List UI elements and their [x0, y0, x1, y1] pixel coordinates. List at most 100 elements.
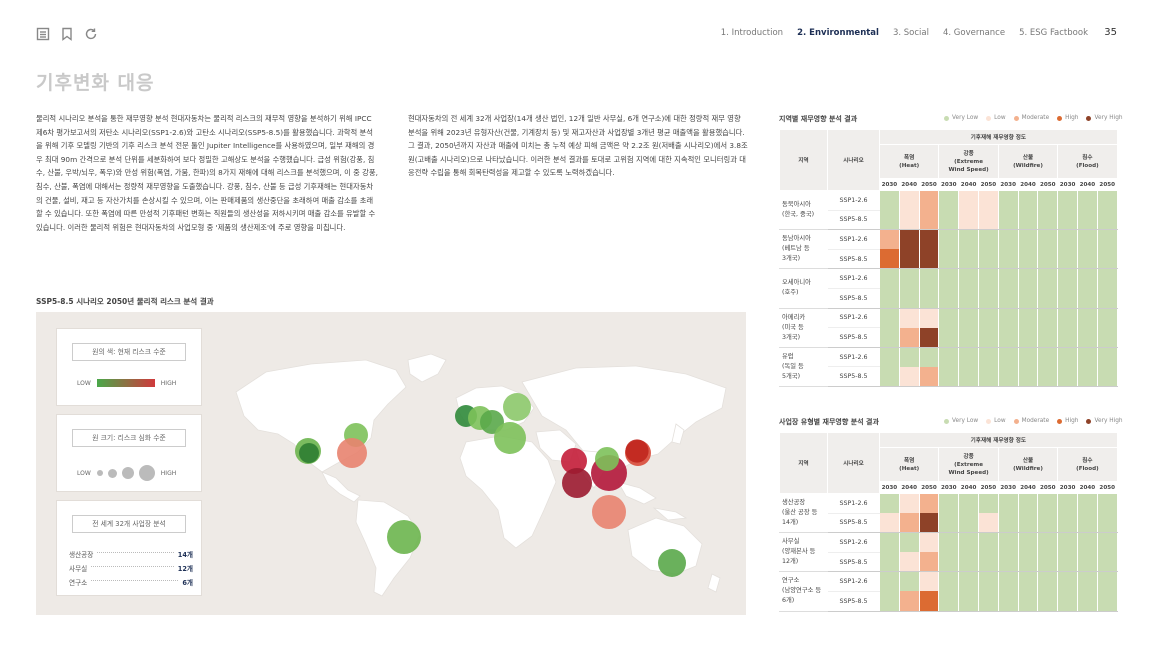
- risk-cell: [918, 268, 940, 289]
- risk-cell: [958, 571, 979, 592]
- leader-dots: [91, 565, 174, 567]
- hazard-header: 산불 (Wildfire): [997, 447, 1059, 482]
- risk-cell: [977, 268, 999, 289]
- region-risk-table: 지역 시나리오 기후재해 재무영향 정도 폭염 (Heat) 강풍 (Extreme W…: [779, 129, 1118, 387]
- risk-cell: [958, 493, 979, 514]
- scenario-cell: SSP5-8.5: [827, 210, 880, 231]
- risk-cell: [1057, 571, 1078, 592]
- risk-cell: [898, 513, 920, 534]
- nav-item-4[interactable]: 4. Governance: [942, 28, 1006, 38]
- year-header: 2030: [1057, 481, 1078, 494]
- table-row: 생산공장 (울산 공장 등 14개) SSP1-2.6: [779, 493, 1118, 534]
- risk-cell: [958, 327, 979, 348]
- risk-cell: [1076, 347, 1098, 367]
- risk-cell: [997, 327, 1019, 348]
- risk-cell: [879, 327, 900, 348]
- region-table-title: 지역별 재무영향 분석 결과: [779, 115, 858, 123]
- region-cell: 유럽 (독일 등 5개국): [779, 347, 828, 387]
- risk-cell: [977, 249, 999, 270]
- risk-cell: [879, 249, 900, 270]
- table-row: SSP5-8.5: [780, 327, 1118, 348]
- risk-bubble: [595, 447, 619, 471]
- risk-cell: [1037, 308, 1059, 328]
- risk-cell: [1037, 366, 1059, 387]
- legend-item: High: [1057, 418, 1078, 424]
- risk-cell: [958, 210, 979, 231]
- risk-cell: [938, 308, 960, 328]
- legend-label: High: [1065, 115, 1079, 121]
- leader-dots: [97, 551, 174, 553]
- scenario-cell: SSP1-2.6: [827, 229, 880, 250]
- region-cell: 동남아시아 (베트남 등 3개국): [779, 229, 828, 270]
- risk-cell: [958, 532, 979, 553]
- risk-cell: [977, 229, 999, 250]
- risk-cell: [1017, 571, 1039, 592]
- nav-item-3[interactable]: 3. Social: [892, 28, 929, 38]
- hazard-header: 산불 (Wildfire): [997, 144, 1059, 179]
- risk-cell: [977, 532, 999, 553]
- risk-cell: [938, 327, 960, 348]
- risk-legend-site: Very Low Low Moderate High Very High: [944, 418, 1123, 424]
- risk-cell: [1057, 327, 1078, 348]
- risk-cell: [938, 532, 960, 553]
- risk-cell: [898, 210, 920, 231]
- risk-cell: [1037, 327, 1059, 348]
- legend-swatch: [944, 115, 949, 121]
- nav-item-5[interactable]: 5. ESG Factbook: [1019, 28, 1088, 38]
- risk-cell: [958, 366, 979, 387]
- risk-bubble: [561, 448, 587, 474]
- region-cell: 연구소 (남양연구소 등 6개): [779, 571, 828, 612]
- scenario-cell: SSP5-8.5: [827, 552, 880, 573]
- risk-cell: [997, 268, 1019, 289]
- section-nav: 1. Introduction 2. Environmental 3. Social…: [721, 28, 1088, 38]
- risk-cell: [1017, 210, 1039, 231]
- legend-label: High: [1065, 418, 1079, 424]
- scenario-cell: SSP5-8.5: [827, 288, 880, 309]
- color-scale: LOW HIGH: [77, 379, 176, 387]
- legend-item: Very High: [1086, 115, 1123, 121]
- risk-bubble: [562, 468, 592, 498]
- risk-cell: [1076, 229, 1098, 250]
- table-row: 사무실 (양재본사 등 12개) SSP1-2.6: [779, 532, 1118, 573]
- risk-cell: [938, 347, 960, 367]
- contents-icon[interactable]: [36, 27, 50, 41]
- risk-cell: [1017, 190, 1039, 211]
- risk-cell: [1017, 288, 1039, 309]
- map-title: SSP5-8.5 시나리오 2050년 물리적 리스크 분석 결과: [36, 297, 214, 306]
- risk-cell: [997, 210, 1019, 231]
- risk-cell: [1096, 268, 1118, 289]
- risk-cell: [898, 552, 920, 573]
- legend-swatch: [944, 418, 949, 424]
- hazard-group-header: 기후재해 재무영향 정도: [879, 432, 1118, 448]
- risk-cell: [1057, 347, 1078, 367]
- risk-cell: [1096, 571, 1118, 592]
- risk-cell: [958, 288, 979, 309]
- size-dot-3: [121, 467, 134, 479]
- bookmark-icon[interactable]: [60, 27, 74, 41]
- risk-cell: [958, 190, 979, 211]
- risk-cell: [879, 308, 900, 328]
- risk-cell: [1057, 591, 1078, 612]
- risk-cell: [918, 327, 940, 348]
- risk-cell: [879, 571, 900, 592]
- risk-cell: [977, 210, 999, 231]
- nav-item-2[interactable]: 2. Environmental: [797, 28, 879, 38]
- refresh-icon[interactable]: [84, 27, 98, 41]
- risk-cell: [1076, 210, 1098, 231]
- scenario-cell: SSP5-8.5: [827, 366, 880, 387]
- size-scale-high: HIGH: [160, 469, 177, 477]
- nav-item-1[interactable]: 1. Introduction: [720, 28, 784, 38]
- risk-cell: [997, 366, 1019, 387]
- risk-cell: [997, 552, 1019, 573]
- risk-cell: [918, 190, 940, 211]
- risk-cell: [1017, 229, 1039, 250]
- year-header: 2050: [1037, 178, 1059, 191]
- table-row: SSP5-8.5: [780, 288, 1118, 309]
- risk-cell: [1017, 591, 1039, 612]
- risk-cell: [1037, 249, 1059, 270]
- year-header: 2030: [997, 178, 1019, 191]
- risk-cell: [938, 493, 960, 514]
- risk-cell: [1076, 190, 1098, 211]
- legend-label: Low: [994, 115, 1006, 121]
- risk-cell: [898, 493, 920, 514]
